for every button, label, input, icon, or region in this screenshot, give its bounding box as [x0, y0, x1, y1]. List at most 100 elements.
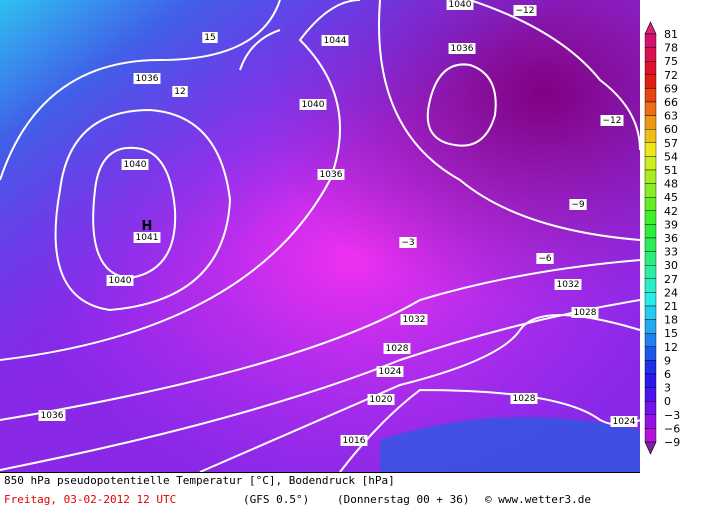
isobar-label: 1036	[320, 170, 343, 180]
label-box	[376, 366, 404, 377]
colorbar-label: 48	[664, 178, 678, 191]
colorbar-label: 63	[664, 110, 678, 123]
footer-date: Freitag, 03-02-2012 12 UTC	[4, 493, 177, 506]
isobar	[378, 0, 641, 241]
label-box	[510, 393, 538, 404]
label-box	[600, 115, 624, 126]
isobar-label: 12	[174, 87, 185, 97]
label-box	[38, 410, 66, 421]
blue-area	[380, 417, 640, 472]
colorbar-swatch	[644, 373, 657, 388]
colorbar-swatch	[644, 47, 657, 62]
colorbar-swatch	[644, 333, 657, 348]
label-box	[383, 343, 411, 354]
colorbar-swatch	[644, 61, 657, 76]
colorbar-label: 69	[664, 82, 678, 95]
isobar	[54, 108, 232, 312]
isobar-label: 1036	[136, 74, 159, 84]
isobar	[0, 0, 281, 181]
isobar-label: 1040	[109, 276, 132, 286]
colorbar-label: −6	[664, 422, 680, 435]
label-box	[133, 73, 161, 84]
isobar-label: −3	[401, 238, 414, 248]
label-box	[367, 394, 395, 405]
label-box	[513, 5, 537, 16]
colorbar-swatch	[644, 128, 657, 143]
colorbar-label: 6	[664, 368, 671, 381]
isobar-label: 1040	[449, 0, 472, 10]
footer-run: (Donnerstag 00 + 36)	[337, 493, 470, 506]
colorbar-label: 15	[664, 327, 678, 340]
isobar-label: −6	[538, 254, 552, 264]
footer-title: 850 hPa pseudopotentielle Temperatur [°C…	[4, 474, 395, 487]
isobar	[199, 314, 641, 473]
isobar-label: 1044	[324, 36, 347, 46]
isobar	[0, 259, 641, 421]
colorbar-label: 60	[664, 123, 678, 136]
colorbar-swatch	[644, 88, 657, 103]
isobar-label: −12	[603, 116, 622, 126]
colorbar-label: 72	[664, 69, 678, 82]
colorbar-swatch	[644, 210, 657, 225]
colorbar-label: −3	[664, 409, 680, 422]
colorbar-swatch	[644, 319, 657, 334]
label-box	[317, 169, 345, 180]
colorbar-label: 3	[664, 382, 671, 395]
colorbar-swatch	[644, 346, 657, 361]
weather-map: 1040 −12 15 1044 1036 1036 12 1040 −12 1040 1036 10…	[0, 0, 680, 473]
high-marker: H	[142, 219, 153, 234]
colorbar-swatch	[644, 196, 657, 211]
colorbar-swatch	[644, 224, 657, 239]
colorbar-label: 24	[664, 286, 678, 299]
label-box	[536, 253, 554, 264]
colorbar-swatch	[644, 169, 657, 184]
colorbar-label: 21	[664, 300, 678, 313]
isobar	[426, 63, 497, 147]
colorbar-label: 66	[664, 96, 678, 109]
isobar-label: −12	[516, 6, 535, 16]
colorbar-label: 27	[664, 273, 678, 286]
colorbar-swatch	[644, 278, 657, 293]
label-box	[106, 275, 134, 286]
colorbar-label: 42	[664, 205, 678, 218]
isobar-label: 1036	[41, 411, 64, 421]
isobar-label: 1024	[613, 417, 636, 427]
colorbar-swatch	[644, 74, 657, 89]
footer-credit: © www.wetter3.de	[485, 493, 591, 506]
isobar-label: 15	[204, 33, 215, 43]
isobar-label: 1040	[302, 100, 325, 110]
colorbar-label: 9	[664, 354, 671, 367]
label-box	[446, 0, 474, 10]
colorbar-label: 12	[664, 341, 678, 354]
colorbar-label: 45	[664, 191, 678, 204]
colorbar-label: 30	[664, 259, 678, 272]
colorbar-swatch	[644, 237, 657, 252]
isobar-label: 1032	[403, 315, 426, 325]
colorbar-label: 57	[664, 137, 678, 150]
colorbar-label: 39	[664, 218, 678, 231]
colorbar-label: 18	[664, 314, 678, 327]
label-box	[133, 232, 161, 243]
isobar-label: −9	[571, 200, 585, 210]
isobar-label: 1020	[370, 395, 393, 405]
isobar-label: 1016	[343, 436, 366, 446]
colorbar-label: 75	[664, 55, 678, 68]
footer-model: (GFS 0.5°)	[243, 493, 310, 506]
isobar-label: 1036	[451, 44, 474, 54]
colorbar-label: 54	[664, 150, 678, 163]
label-box	[554, 279, 582, 290]
colorbar-label: 51	[664, 164, 678, 177]
isobar	[92, 146, 177, 280]
label-box	[121, 159, 149, 170]
colorbar-swatch	[644, 183, 657, 198]
colorbar-label: 33	[664, 246, 678, 259]
colorbar-swatch	[644, 101, 657, 116]
colorbar-swatch	[644, 387, 657, 402]
colorbar-swatch	[644, 265, 657, 280]
separator	[0, 472, 640, 473]
label-box	[399, 237, 417, 248]
colorbar-swatch	[644, 115, 657, 130]
colorbar-swatch	[644, 142, 657, 157]
label-box	[610, 416, 638, 427]
isobar-label: 1040	[124, 160, 147, 170]
